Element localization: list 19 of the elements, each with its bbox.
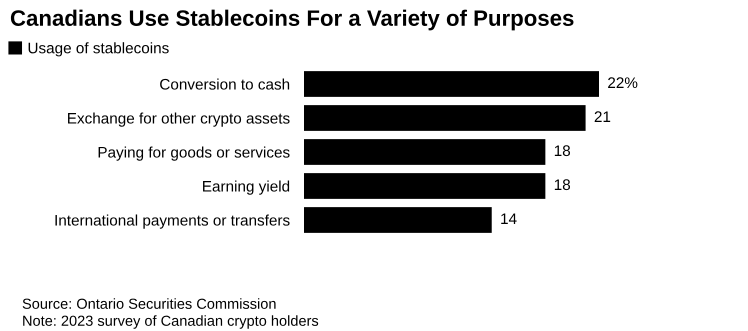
data-label: 14 <box>501 213 517 224</box>
bar <box>304 207 492 233</box>
legend-label: Usage of stablecoins <box>28 42 169 56</box>
data-label: 18 <box>554 179 570 190</box>
source-note: Source: Ontario Securities Commission <box>22 298 276 309</box>
data-label: 22% <box>608 77 638 88</box>
bar <box>304 173 546 199</box>
y-tick-label: Conversion to cash <box>160 78 290 90</box>
y-tick-label: Earning yield <box>203 180 290 195</box>
data-label: 21 <box>594 111 610 122</box>
bar <box>304 105 586 131</box>
text: Note: 2023 survey of Canadian crypto holders <box>23 315 318 329</box>
y-tick-label: International payments or transfers <box>55 214 290 229</box>
bar <box>304 71 599 97</box>
y-tick-label: Exchange for other crypto assets <box>68 112 290 127</box>
data-label: 18 <box>554 145 570 156</box>
y-tick-label: Paying for goods or services <box>98 146 290 161</box>
chart-title: Canadians Use Stablecoins For a Variety of Purposes <box>10 10 574 30</box>
bar <box>304 139 546 165</box>
